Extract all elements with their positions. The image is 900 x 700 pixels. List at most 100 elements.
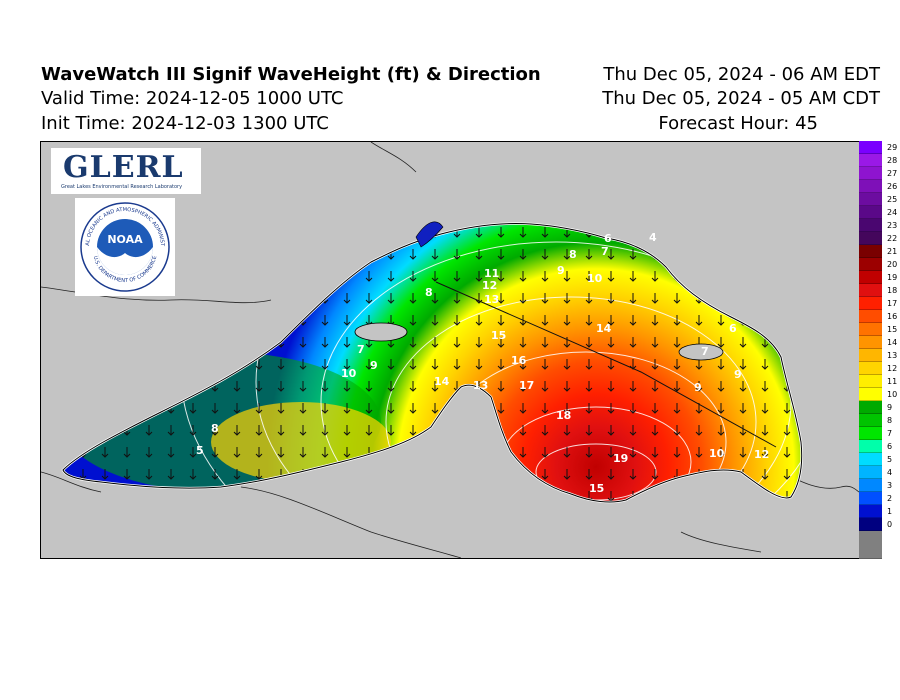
wave-direction-arrow — [761, 359, 769, 370]
wave-direction-arrow — [101, 469, 109, 480]
wave-direction-arrow — [541, 425, 549, 436]
legend-label: 29 — [887, 143, 898, 152]
wave-direction-arrow — [717, 447, 725, 458]
wave-direction-arrow — [695, 315, 703, 326]
wave-direction-arrow — [783, 447, 791, 458]
wave-direction-arrow — [541, 227, 549, 238]
wave-direction-arrow — [739, 403, 747, 414]
wave-direction-arrow — [343, 425, 351, 436]
wave-direction-arrow — [299, 293, 307, 304]
wave-direction-arrow — [343, 359, 351, 370]
wave-direction-arrow — [673, 293, 681, 304]
wave-direction-arrow — [563, 425, 571, 436]
wave-direction-arrow — [761, 227, 769, 238]
wave-direction-arrow — [211, 337, 219, 348]
wave-direction-arrow — [145, 403, 153, 414]
legend-label: 13 — [887, 351, 898, 360]
wave-direction-arrow — [321, 227, 329, 238]
wave-direction-arrow — [277, 293, 285, 304]
wave-direction-arrow — [211, 403, 219, 414]
wave-direction-arrow — [629, 293, 637, 304]
wave-direction-arrow — [277, 359, 285, 370]
wave-direction-arrow — [475, 403, 483, 414]
wave-direction-arrow — [189, 249, 197, 260]
contour-label: 8 — [211, 422, 219, 435]
wave-direction-arrow — [585, 403, 593, 414]
wave-direction-arrow — [299, 359, 307, 370]
wave-direction-arrow — [63, 403, 65, 414]
wave-direction-arrow — [365, 425, 373, 436]
wave-direction-arrow — [233, 271, 241, 282]
wave-direction-arrow — [519, 381, 527, 392]
wave-direction-arrow — [761, 271, 769, 282]
wave-direction-arrow — [783, 249, 791, 260]
wave-direction-arrow — [387, 227, 395, 238]
legend-swatch — [859, 388, 882, 401]
noaa-logo: NATIONAL OCEANIC AND ATMOSPHERIC ADMINIS… — [72, 194, 175, 296]
wave-direction-arrow — [145, 359, 153, 370]
wave-direction-arrow — [343, 491, 351, 502]
wave-direction-arrow — [299, 425, 307, 436]
wave-direction-arrow — [299, 447, 307, 458]
wave-direction-arrow — [145, 425, 153, 436]
legend-label: 21 — [887, 247, 898, 256]
wave-direction-arrow — [79, 491, 87, 502]
wave-direction-arrow — [585, 425, 593, 436]
wave-direction-arrow — [409, 249, 417, 260]
legend-swatch — [859, 232, 882, 245]
wave-direction-arrow — [806, 469, 812, 479]
legend-swatch — [859, 336, 882, 349]
noaa-logo-text: NOAA — [107, 233, 143, 246]
wave-direction-arrow — [79, 337, 87, 348]
wave-direction-arrow — [806, 315, 812, 325]
wave-direction-arrow — [365, 249, 373, 260]
wave-direction-arrow — [673, 447, 681, 458]
wave-direction-arrow — [585, 447, 593, 458]
wave-direction-arrow — [717, 337, 725, 348]
contour-label: 10 — [341, 367, 357, 380]
wave-direction-arrow — [145, 491, 153, 502]
wave-direction-arrow — [189, 491, 197, 502]
wave-direction-arrow — [541, 381, 549, 392]
wave-direction-arrow — [233, 249, 241, 260]
wave-direction-arrow — [475, 337, 483, 348]
wave-direction-arrow — [651, 293, 659, 304]
wave-direction-arrow — [63, 315, 65, 326]
wave-direction-arrow — [783, 425, 791, 436]
wave-direction-arrow — [519, 293, 527, 304]
wave-direction-arrow — [277, 381, 285, 392]
legend-swatch — [859, 375, 882, 388]
contour-label: 8 — [425, 286, 433, 299]
wave-direction-arrow — [189, 381, 197, 392]
wave-direction-arrow — [651, 403, 659, 414]
wave-direction-arrow — [233, 227, 241, 238]
wave-direction-arrow — [607, 403, 615, 414]
wave-direction-arrow — [343, 403, 351, 414]
wave-direction-arrow — [409, 227, 417, 238]
wave-direction-arrow — [431, 425, 439, 436]
wave-direction-arrow — [607, 337, 615, 348]
wave-direction-arrow — [761, 293, 769, 304]
wave-direction-arrow — [739, 271, 747, 282]
wave-direction-arrow — [321, 425, 329, 436]
contour-label: 12 — [754, 448, 769, 461]
wave-direction-arrow — [167, 359, 175, 370]
wave-direction-arrow — [101, 359, 109, 370]
wave-direction-arrow — [563, 403, 571, 414]
wave-direction-arrow — [541, 447, 549, 458]
wave-direction-arrow — [255, 447, 263, 458]
wave-direction-arrow — [651, 337, 659, 348]
wave-direction-arrow — [695, 359, 703, 370]
wave-direction-arrow — [739, 381, 747, 392]
wave-direction-arrow — [585, 359, 593, 370]
wave-direction-arrow — [541, 403, 549, 414]
wave-direction-arrow — [233, 337, 241, 348]
wave-direction-arrow — [387, 469, 395, 480]
wave-direction-arrow — [431, 315, 439, 326]
wave-direction-arrow — [431, 469, 439, 480]
wave-direction-arrow — [277, 403, 285, 414]
glerl-logo-text: GLERL — [63, 150, 184, 185]
wave-direction-arrow — [739, 227, 747, 238]
wave-direction-arrow — [717, 359, 725, 370]
wave-direction-arrow — [343, 293, 351, 304]
